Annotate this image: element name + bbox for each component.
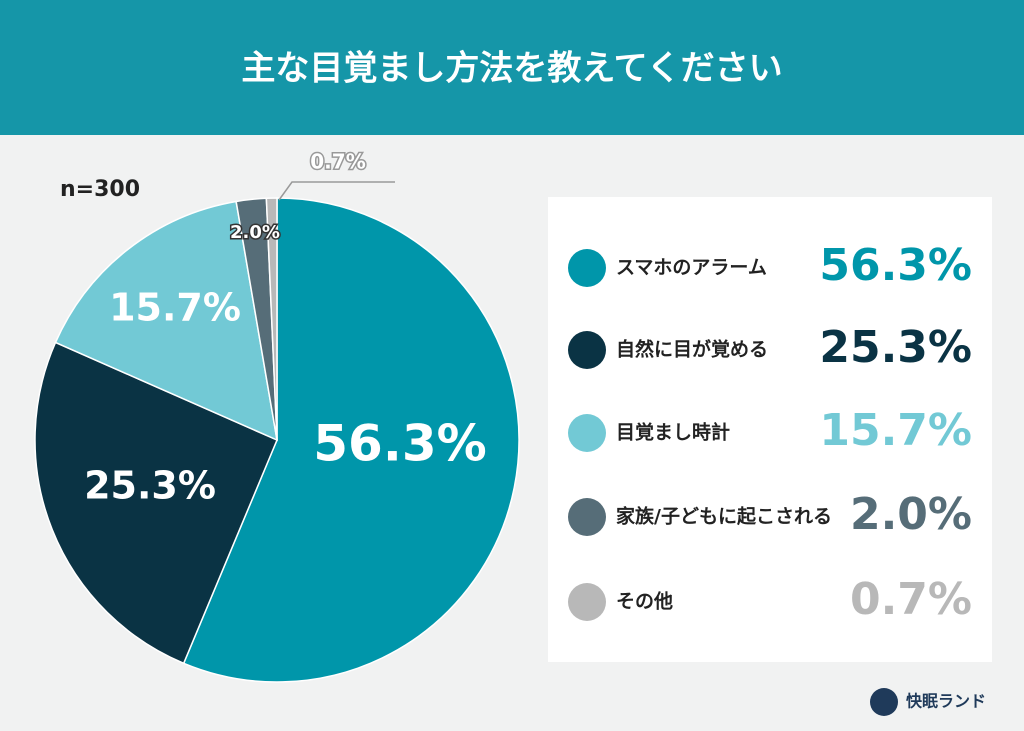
pie-slice — [54, 200, 278, 442]
slice-label: 56.3% — [313, 415, 486, 473]
chart-title: 主な目覚まし方法を教えてください — [241, 49, 782, 89]
legend-marker — [568, 414, 606, 452]
legend-label: スマホのアラーム — [616, 257, 767, 279]
slice-label: 2.0% — [230, 222, 280, 243]
pie-slice — [265, 197, 278, 441]
slice-label: 0.7% — [310, 150, 365, 174]
legend-box — [548, 197, 992, 662]
legend-label: 自然に目が覚める — [616, 338, 768, 361]
slice-label: 25.3% — [84, 464, 216, 508]
legend-marker — [568, 331, 606, 369]
header — [0, 0, 1024, 135]
legend-marker — [568, 249, 606, 287]
pie-slice — [34, 341, 278, 665]
slice-label: 15.7% — [109, 286, 241, 330]
brand: 快眠ランド — [906, 692, 986, 711]
legend-value: 15.7% — [819, 405, 972, 456]
pie-slice — [182, 197, 520, 683]
leader-line — [278, 181, 395, 201]
brand-logo — [870, 688, 898, 716]
legend-label: その他 — [616, 590, 673, 613]
legend-label: 目覚まし時計 — [616, 421, 730, 444]
legend-value: 0.7% — [850, 574, 972, 625]
legend-value: 25.3% — [819, 322, 972, 373]
sample-size: n=300 — [60, 177, 140, 202]
legend-value: 56.3% — [819, 240, 972, 291]
legend-marker — [568, 498, 606, 536]
legend-marker — [568, 583, 606, 621]
legend-value: 2.0% — [850, 489, 972, 540]
legend-label: 家族/子どもに起こされる — [616, 505, 832, 528]
